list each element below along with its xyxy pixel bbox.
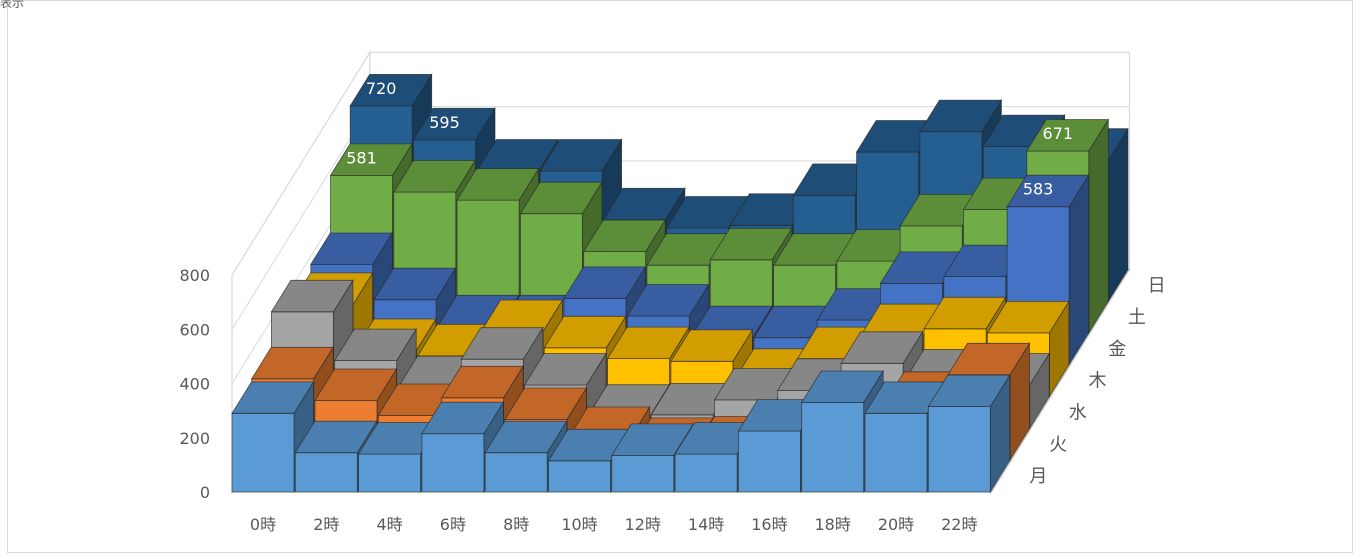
corner-text: 表示: [0, 0, 25, 10]
bar-top: [314, 368, 398, 401]
bar-top: [1006, 174, 1090, 208]
bar: [231, 380, 315, 494]
bar-top: [393, 160, 477, 193]
x-tick-label: 12時: [625, 515, 661, 534]
data-label: 583: [1023, 180, 1054, 199]
bar-top: [539, 139, 623, 172]
x-tick-label: 20時: [878, 515, 914, 534]
bar-top: [250, 346, 334, 380]
bar-top: [606, 326, 690, 360]
depth-tick-label: 日: [1148, 275, 1166, 296]
x-tick-label: 14時: [688, 515, 724, 534]
x-tick-label: 2時: [313, 515, 339, 534]
chart-border: [7, 0, 1353, 553]
bars-group: [231, 72, 1129, 494]
bar-top: [986, 300, 1070, 334]
bar-top: [800, 370, 884, 403]
x-tick-label: 16時: [751, 515, 787, 534]
x-tick-label: 0時: [250, 515, 276, 534]
bar-top: [421, 401, 505, 435]
bar-top: [709, 227, 793, 261]
bar-top: [349, 74, 433, 107]
bar-top: [626, 284, 710, 317]
bar-top: [412, 107, 496, 141]
bar-top: [333, 328, 417, 362]
bar-top: [460, 327, 544, 360]
bar-top: [670, 329, 754, 362]
y-tick-label: 0: [200, 483, 210, 502]
depth-tick-label: 火: [1049, 434, 1067, 455]
y-axis: 0 200 400 600 800: [179, 266, 210, 502]
data-label: 720: [366, 79, 397, 98]
bar-top: [519, 181, 603, 215]
data-labels: 720 595 581 671 583: [346, 79, 1073, 199]
bar-top: [231, 381, 315, 414]
bar-top: [504, 387, 588, 420]
bar-top: [563, 266, 647, 299]
bar: [800, 369, 884, 494]
bar-top: [919, 99, 1003, 133]
series-row-月: [231, 369, 1011, 494]
depth-tick-label: 木: [1089, 371, 1107, 392]
x-tick-label: 18時: [815, 515, 851, 534]
x-tick-label: 6時: [440, 515, 466, 534]
bar-top: [310, 232, 394, 265]
y-tick-label: 200: [179, 429, 210, 448]
bar-top: [329, 143, 413, 176]
x-tick-label: 4時: [377, 515, 403, 534]
bar-top: [582, 219, 666, 253]
bar-top: [927, 374, 1011, 408]
bar-top: [373, 267, 457, 301]
depth-tick-label: 月: [1029, 466, 1047, 487]
bar: [927, 373, 1011, 494]
bar-top: [923, 296, 1007, 330]
depth-tick-label: 金: [1108, 339, 1126, 360]
bar-top: [484, 420, 568, 454]
depth-tick-label: 土: [1128, 307, 1146, 328]
bar-top: [440, 365, 524, 399]
bar-top: [456, 168, 540, 201]
x-tick-label: 22時: [941, 515, 977, 534]
bar-top: [1026, 119, 1110, 152]
y-tick-label: 600: [179, 320, 210, 339]
x-tick-label: 10時: [561, 515, 597, 534]
bar-top: [523, 353, 607, 386]
data-label: 671: [1043, 124, 1074, 143]
bar-top: [294, 420, 378, 454]
y-tick-label: 800: [179, 266, 210, 285]
data-label: 581: [346, 148, 377, 167]
x-tick-label: 8時: [503, 515, 529, 534]
bar-top: [543, 315, 627, 349]
data-label: 595: [429, 113, 460, 132]
bar-top: [270, 279, 354, 313]
x-axis: 0時 2時 4時 6時 8時 10時 12時 14時 16時 18時 20時 22時: [250, 515, 978, 534]
bar-top: [840, 331, 924, 364]
y-tick-label: 400: [179, 375, 210, 394]
depth-tick-label: 水: [1069, 403, 1087, 424]
